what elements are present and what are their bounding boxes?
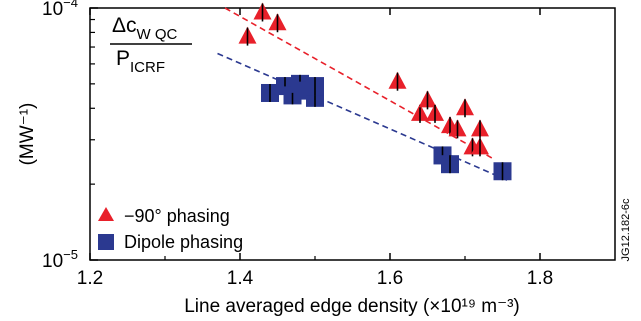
side-label: JG12.182-6c xyxy=(620,198,632,261)
svg-text:PICRF: PICRF xyxy=(116,47,165,76)
legend-square-marker xyxy=(98,234,114,250)
ratio-annotation: ΔcW QC PICRF xyxy=(110,14,192,76)
plot-frame xyxy=(89,7,616,261)
x-tick-label: 1.2 xyxy=(77,268,103,289)
ratio-denominator-sub: ICRF xyxy=(130,59,165,76)
fit-line-series-1 xyxy=(224,7,496,161)
legend-series-1-label: −90° phasing xyxy=(124,206,230,226)
fit-layer xyxy=(217,7,511,183)
x-axis-label: Line averaged edge density (×10¹⁹ m⁻³) xyxy=(184,296,520,317)
x-tick-label: 1.6 xyxy=(377,268,403,289)
legend-triangle-marker xyxy=(98,207,114,221)
points-layer xyxy=(238,2,512,181)
fit-line-series-2 xyxy=(217,52,511,183)
legend: −90° phasing Dipole phasing xyxy=(98,206,243,252)
ticks-layer: 1.2 1.4 1.6 1.8 10−5 10−4 xyxy=(42,0,553,289)
ratio-denominator: P xyxy=(116,47,130,70)
x-tick-label: 1.4 xyxy=(227,268,254,289)
svg-text:ΔcW QC: ΔcW QC xyxy=(112,14,178,43)
legend-series-2-label: Dipole phasing xyxy=(124,232,243,252)
y-tick-label: 10−4 xyxy=(42,0,78,20)
x-tick-label: 1.8 xyxy=(527,268,553,289)
ratio-numerator-sub: W QC xyxy=(137,26,178,43)
ratio-numerator: Δc xyxy=(112,14,137,37)
y-tick-label: 10−5 xyxy=(42,247,78,272)
y-axis-label: (MW⁻¹) xyxy=(17,103,38,166)
